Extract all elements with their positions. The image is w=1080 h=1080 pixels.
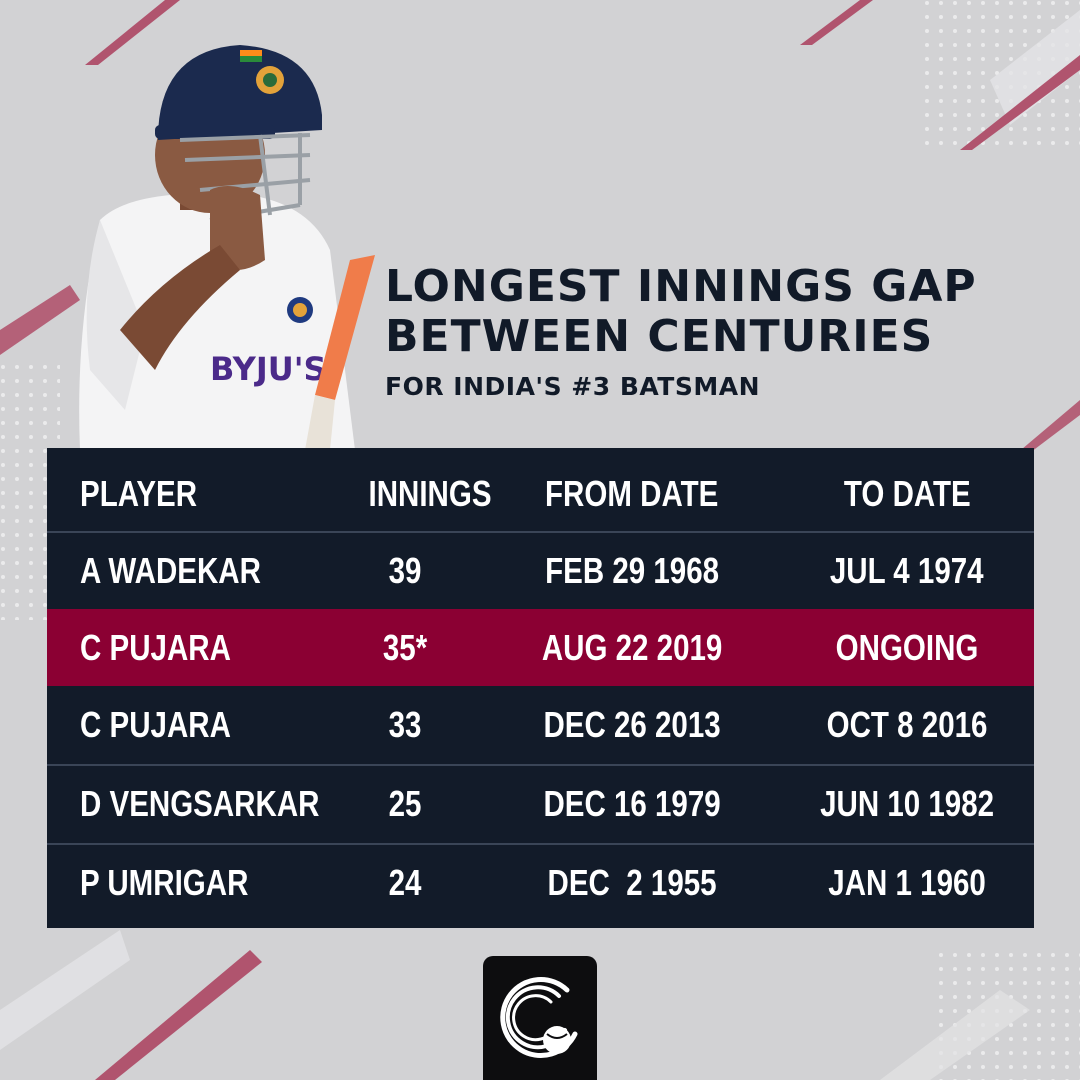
cell-to-date: JAN 1 1960 <box>828 862 986 903</box>
header-innings: INNINGS <box>368 473 492 514</box>
cell-from-date: DEC 26 2013 <box>543 704 721 745</box>
stats-table: PLAYER INNINGS FROM DATE TO DATE A WADEK… <box>47 448 1034 928</box>
title-line-1: LONGEST INNINGS GAP <box>385 261 977 312</box>
row-divider <box>47 843 1034 845</box>
cell-innings: 39 <box>388 550 422 591</box>
table-row: A WADEKAR 39 FEB 29 1968 JUL 4 1974 <box>47 532 1034 609</box>
cricket-ball-swoosh-icon <box>500 977 578 1058</box>
table-row-highlighted: C PUJARA 35* AUG 22 2019 ONGOING <box>47 609 1034 686</box>
subtitle: FOR INDIA'S #3 BATSMAN <box>385 372 760 401</box>
player-illustration: BYJU'S <box>79 45 375 450</box>
header-player: PLAYER <box>80 473 198 514</box>
table-header-row: PLAYER INNINGS FROM DATE TO DATE <box>47 455 1034 532</box>
cell-to-date: JUN 10 1982 <box>820 783 994 824</box>
cell-player: C PUJARA <box>80 627 231 668</box>
header-from-date: FROM DATE <box>545 473 719 514</box>
jersey-sponsor-text: BYJU'S <box>210 350 327 388</box>
table-row: C PUJARA 33 DEC 26 2013 OCT 8 2016 <box>47 686 1034 763</box>
cell-from-date: DEC 2 1955 <box>547 862 717 903</box>
row-divider <box>47 531 1034 533</box>
cell-from-date: AUG 22 2019 <box>541 627 723 668</box>
cell-innings: 35* <box>382 627 428 668</box>
accent-stripe <box>85 0 180 65</box>
title-line-2: BETWEEN CENTURIES <box>385 311 934 362</box>
cell-from-date: DEC 16 1979 <box>543 783 721 824</box>
cell-innings: 25 <box>388 783 422 824</box>
cell-innings: 24 <box>388 862 422 903</box>
row-divider <box>47 764 1034 766</box>
brand-logo <box>483 956 597 1080</box>
cell-player: P UMRIGAR <box>80 862 249 903</box>
cell-player: A WADEKAR <box>80 550 261 591</box>
cell-to-date: JUL 4 1974 <box>830 550 984 591</box>
table-row: D VENGSARKAR 25 DEC 16 1979 JUN 10 1982 <box>47 765 1034 842</box>
cell-player: C PUJARA <box>80 704 231 745</box>
cell-player: D VENGSARKAR <box>80 783 320 824</box>
table-row: P UMRIGAR 24 DEC 2 1955 JAN 1 1960 <box>47 844 1034 921</box>
cell-to-date: ONGOING <box>835 627 979 668</box>
cell-innings: 33 <box>388 704 422 745</box>
header-to-date: TO DATE <box>843 473 971 514</box>
cell-from-date: FEB 29 1968 <box>545 550 719 591</box>
cell-to-date: OCT 8 2016 <box>826 704 988 745</box>
title-block: LONGEST INNINGS GAP BETWEEN CENTURIES FO… <box>385 262 1065 404</box>
